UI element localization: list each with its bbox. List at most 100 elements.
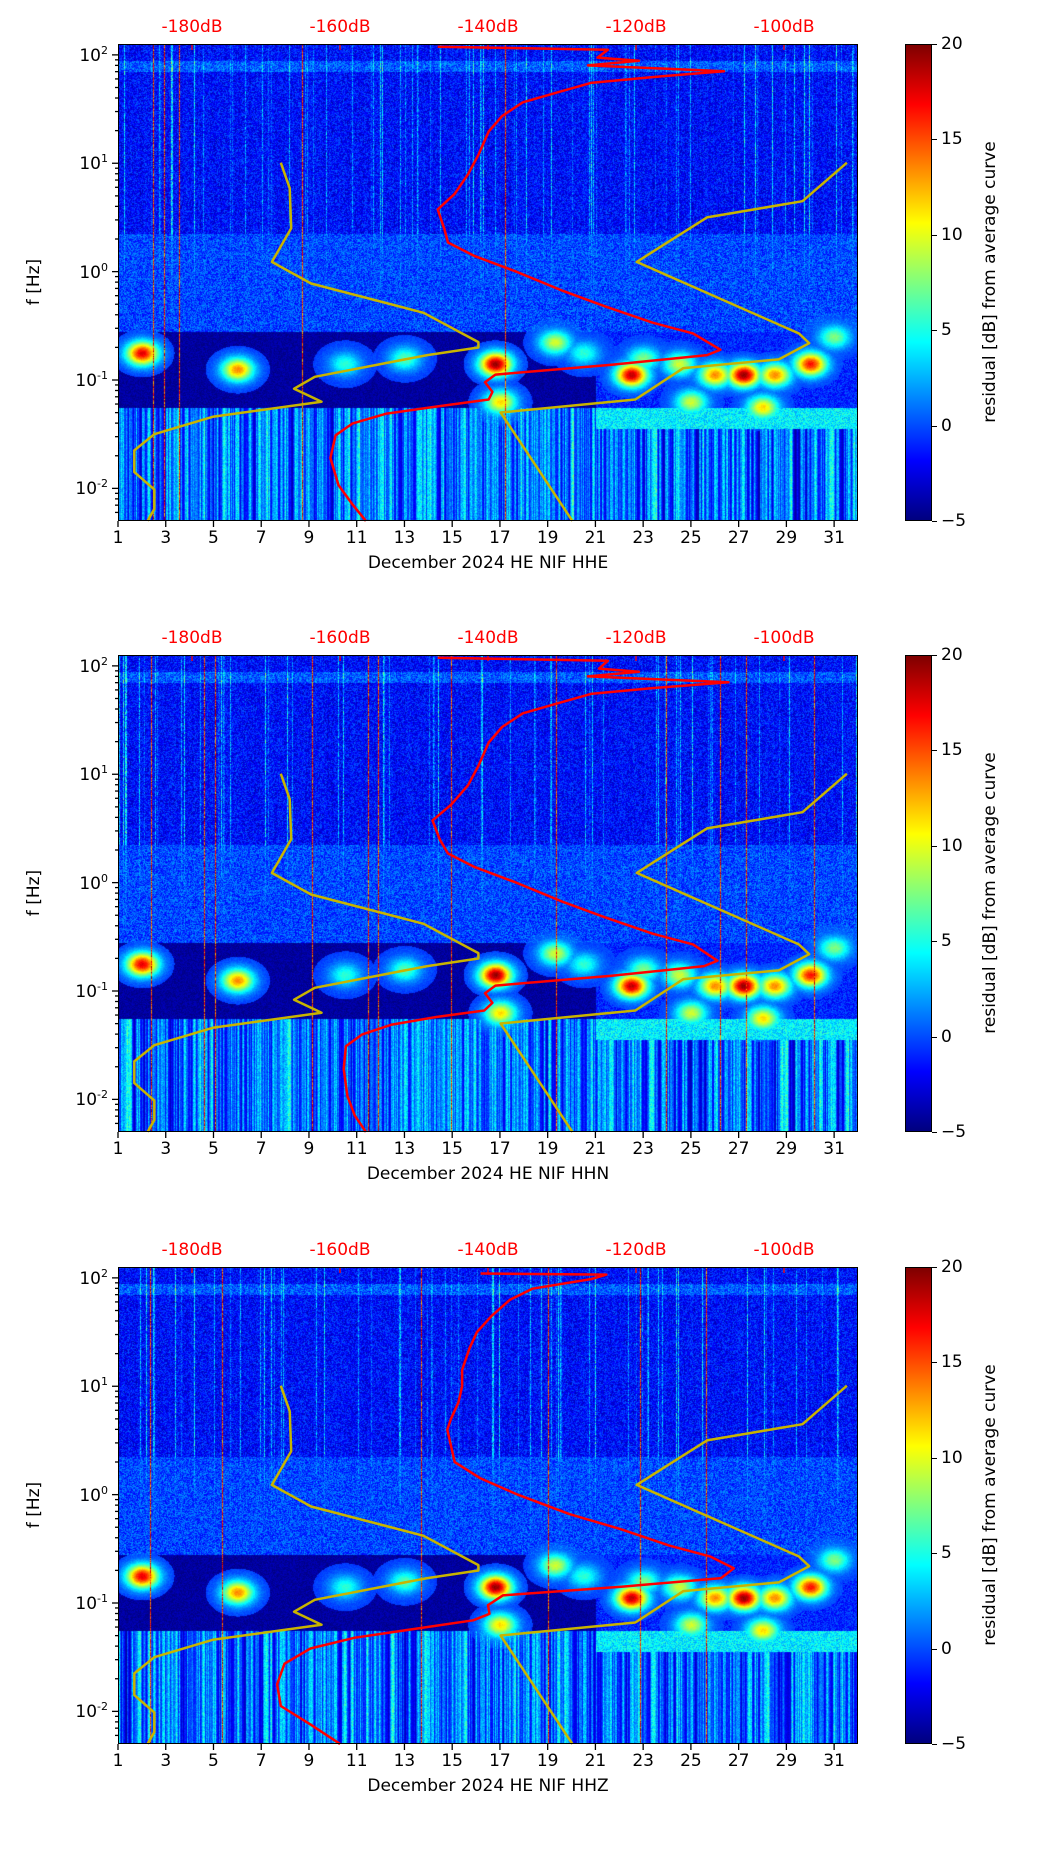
- colorbar-tick-label: 0: [941, 1026, 952, 1047]
- x-tick-label: 7: [255, 528, 267, 548]
- y-tick-base: 10: [79, 1377, 101, 1398]
- colorbar-tick-label: 0: [941, 1638, 952, 1659]
- y-tick-exponent: -2: [97, 477, 108, 491]
- y-axis-label: f [Hz]: [24, 258, 44, 306]
- x-tick-label: 5: [208, 528, 219, 548]
- y-tick-base: 10: [75, 981, 98, 1002]
- db-tick-label: -140dB: [457, 1240, 519, 1260]
- colorbar-tick: [932, 425, 937, 427]
- spectrogram-panel-2: 1 3 5 7 9 11 13 15 17 19 21 23 25 27 29 31 10-2 10-1 100 10…: [0, 628, 1052, 1255]
- y-tick-exponent: 2: [101, 44, 108, 58]
- y-tick-label: 100: [48, 872, 108, 894]
- spectrogram-plot: [112, 1267, 858, 1750]
- x-tick-label: 17: [489, 1751, 511, 1771]
- y-tick-base: 10: [79, 1268, 101, 1289]
- x-tick-label: 19: [536, 1139, 559, 1159]
- y-tick-base: 10: [79, 656, 101, 677]
- colorbar-tick-label: −5: [941, 1122, 967, 1142]
- db-tick-label: -140dB: [457, 628, 519, 648]
- x-tick-label: 5: [208, 1139, 219, 1159]
- x-tick-label: 21: [584, 1751, 607, 1771]
- psd-curve: [329, 45, 726, 522]
- x-tick-label: 9: [303, 1139, 315, 1159]
- x-tick-label: 11: [345, 528, 368, 548]
- colorbar-tick-label: 5: [941, 931, 952, 952]
- nhnm-curve: [499, 1384, 848, 1745]
- y-axis-label: f [Hz]: [24, 1481, 44, 1529]
- y-tick-base: 10: [75, 479, 98, 500]
- x-tick-label: 3: [160, 1139, 172, 1159]
- db-tick-label: -120dB: [605, 1240, 667, 1260]
- colorbar-tick-label: 10: [941, 1447, 963, 1468]
- y-tick-exponent: 0: [101, 871, 108, 885]
- spectrogram-image: [118, 655, 858, 1132]
- y-tick-base: 10: [79, 1485, 101, 1506]
- x-tick-label: 11: [345, 1751, 368, 1771]
- y-tick-base: 10: [75, 1090, 98, 1111]
- y-tick-label: 101: [48, 1375, 108, 1397]
- x-tick-label: 1: [112, 1751, 124, 1771]
- colorbar-tick: [932, 1267, 937, 1268]
- colorbar-tick: [932, 44, 937, 45]
- colorbar-tick: [932, 845, 937, 847]
- x-tick-label: 13: [393, 1751, 416, 1771]
- nlnm-curve: [133, 773, 480, 1133]
- spectrogram-image: [118, 1267, 858, 1744]
- x-tick-label: 27: [727, 528, 750, 548]
- y-tick-exponent: 2: [101, 1267, 108, 1281]
- y-tick-exponent: -2: [97, 1088, 108, 1102]
- spectrogram-image: [118, 44, 858, 521]
- x-tick-label: 21: [584, 1139, 607, 1159]
- y-tick-label: 10-2: [48, 478, 108, 500]
- colorbar-label: residual [dB] from average curve: [980, 141, 1000, 423]
- x-tick-label: 15: [441, 1751, 464, 1771]
- nlnm-curve: [133, 162, 480, 522]
- x-tick-label: 7: [255, 1139, 267, 1159]
- colorbar-tick-label: 15: [941, 1352, 963, 1373]
- x-tick-label: 9: [303, 528, 315, 548]
- db-tick-label: -100dB: [753, 17, 815, 37]
- y-tick-base: 10: [75, 1593, 98, 1614]
- colorbar-tick-label: 5: [941, 1543, 952, 1564]
- colorbar-tick-label: −5: [941, 1734, 967, 1754]
- y-tick-exponent: 0: [101, 260, 108, 274]
- psd-curve: [342, 656, 730, 1133]
- spectrogram-panel-1: 1 3 5 7 9 11 13 15 17 19 21 23 25 27 29 31 10-2 10-1 100 10…: [0, 17, 1052, 644]
- x-tick-label: 23: [632, 1139, 654, 1159]
- curves-overlay: [112, 44, 848, 527]
- colorbar-tick: [932, 1648, 937, 1650]
- colorbar-tick: [932, 1036, 937, 1038]
- x-tick-label: 3: [160, 1751, 172, 1771]
- psd-curve: [275, 1272, 735, 1745]
- colorbar-tick: [932, 1132, 937, 1133]
- y-tick-label: 10-1: [48, 980, 108, 1002]
- x-tick-label: 21: [584, 528, 607, 548]
- colorbar-tick-label: −5: [941, 511, 967, 531]
- y-tick-exponent: -2: [97, 1700, 108, 1714]
- x-tick-label: 1: [112, 1139, 124, 1159]
- y-tick-exponent: 0: [101, 1483, 108, 1497]
- x-tick-label: 3: [160, 528, 172, 548]
- nhnm-curve: [499, 161, 848, 522]
- colorbar-tick-label: 20: [941, 645, 963, 665]
- x-tick-label: 23: [632, 1751, 654, 1771]
- x-tick-label: 17: [489, 1139, 511, 1159]
- y-tick-label: 100: [48, 1484, 108, 1506]
- spectrogram-plot: [112, 655, 858, 1138]
- db-tick-label: -160dB: [309, 17, 371, 37]
- x-tick-label: 25: [680, 1139, 702, 1159]
- db-tick-label: -180dB: [161, 628, 223, 648]
- x-tick-label: 5: [208, 1751, 219, 1771]
- x-tick-label: 13: [393, 528, 416, 548]
- spectrogram-panel-3: 1 3 5 7 9 11 13 15 17 19 21 23 25 27 29 31 10-2 10-1 100 10…: [0, 1240, 1052, 1867]
- y-tick-label: 102: [48, 655, 108, 677]
- x-axis-label: December 2024 HE NIF HHE: [367, 553, 609, 573]
- colorbar: [905, 1267, 932, 1744]
- db-tick-label: -120dB: [605, 628, 667, 648]
- x-tick-label: 29: [775, 1139, 798, 1159]
- y-tick-base: 10: [79, 765, 101, 786]
- colorbar-tick: [932, 941, 937, 943]
- x-tick-label: 1: [112, 528, 124, 548]
- nlnm-curve: [133, 1385, 480, 1745]
- nhnm-curve: [499, 772, 848, 1133]
